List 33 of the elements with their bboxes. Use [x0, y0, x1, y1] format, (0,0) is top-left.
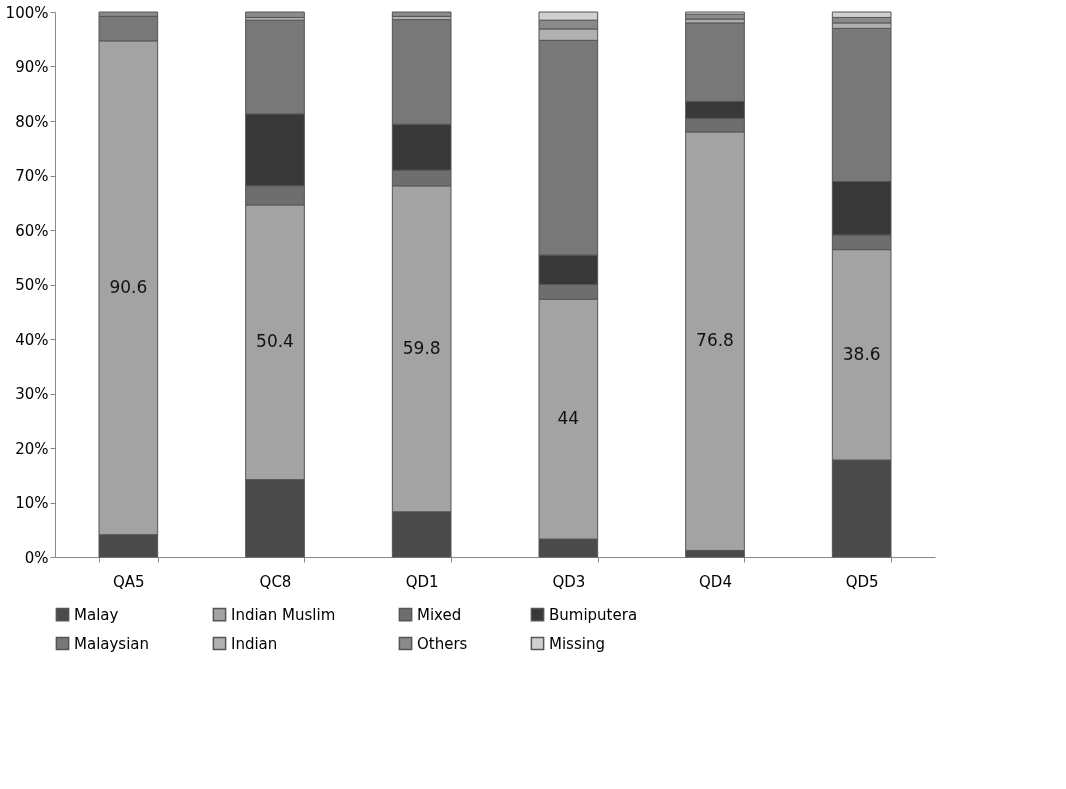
data-label: 59.8 [402, 337, 441, 358]
x-tick-label: QD3 [552, 572, 586, 591]
bar [391, 11, 452, 17]
x-tick-label: QD4 [699, 572, 732, 591]
y-tick-label: 70% [15, 167, 49, 185]
y-tick-label: 100% [5, 3, 49, 22]
legend-label: Missing [549, 634, 605, 653]
y-tick-label: 40% [15, 330, 49, 349]
legend-label: Bumiputera [549, 605, 638, 624]
legend-label: Mixed [417, 605, 462, 624]
x-tick-label: QD5 [845, 572, 879, 591]
y-tick-label: 10% [15, 494, 49, 512]
legend-label: Malaysian [74, 634, 150, 653]
y-tick-label: 90% [15, 58, 49, 76]
x-tick-label: QA5 [113, 572, 145, 591]
x-tick-label: QC8 [259, 572, 292, 591]
legend-label: Others [417, 634, 468, 653]
y-tick-label: 50% [15, 276, 49, 294]
y-tick-label: 80% [15, 112, 49, 131]
y-tick-label: 60% [15, 221, 49, 240]
data-label: 76.8 [696, 330, 734, 351]
y-tick-label: 0% [24, 548, 49, 567]
legend-label: Indian [231, 634, 278, 653]
data-label: 50.4 [256, 331, 294, 352]
data-label: 90.6 [109, 276, 148, 297]
y-tick-label: 20% [15, 439, 49, 458]
legend-label: Malay [74, 605, 119, 624]
data-label: 38.6 [842, 343, 881, 364]
data-label: 44 [557, 408, 580, 429]
y-tick-label: 30% [15, 385, 49, 403]
bar [245, 11, 305, 18]
x-tick-label: QD1 [405, 572, 439, 591]
legend-label: Indian Muslim [231, 605, 336, 624]
